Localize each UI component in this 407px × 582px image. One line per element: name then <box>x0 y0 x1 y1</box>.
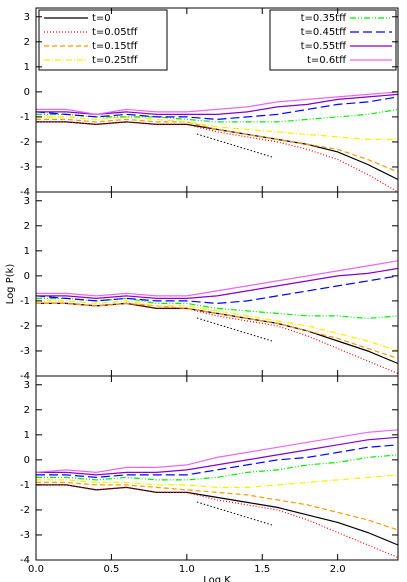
series-line <box>36 302 399 365</box>
x-tick-label: 1.5 <box>254 564 270 575</box>
legend-label: t=0.6tff <box>307 55 347 66</box>
series-line <box>36 484 399 546</box>
y-tick-label: -1 <box>20 480 30 491</box>
y-tick-label: 0 <box>24 455 30 466</box>
legend-label: t=0.05tff <box>92 27 138 38</box>
y-tick-label: -4 <box>20 371 30 382</box>
series-line <box>36 444 399 479</box>
slope-guide <box>196 317 273 342</box>
series-line <box>36 300 399 352</box>
series-line <box>35 429 399 474</box>
y-tick-label: -1 <box>20 296 30 307</box>
series-line <box>36 93 399 116</box>
y-tick-label: -3 <box>20 162 30 173</box>
x-tick-label: 0.0 <box>28 564 44 575</box>
y-tick-label: 2 <box>24 221 30 232</box>
legend-box <box>38 9 168 71</box>
x-tick-label: 0.5 <box>103 564 119 575</box>
series-line <box>36 436 399 476</box>
y-tick-label: -3 <box>20 346 30 357</box>
legend-box <box>269 9 397 71</box>
y-tick-label: -4 <box>20 187 30 198</box>
series-line <box>36 108 399 123</box>
y-tick-label: 2 <box>24 405 30 416</box>
series-line <box>36 116 398 140</box>
x-tick-label: 1.0 <box>179 564 195 575</box>
series-line <box>35 96 399 121</box>
y-tick-label: -2 <box>20 505 30 516</box>
slope-guide <box>196 501 273 526</box>
y-tick-label: -2 <box>20 137 30 148</box>
series-line <box>36 297 399 320</box>
y-tick-label: 3 <box>24 196 30 207</box>
y-tick-label: 0 <box>24 271 30 282</box>
legend-label: t=0.35tff <box>301 13 347 24</box>
y-tick-label: -2 <box>20 321 30 332</box>
y-tick-label: -1 <box>20 112 30 123</box>
y-tick-label: 0 <box>24 87 30 98</box>
series-line <box>36 91 399 116</box>
series-line <box>36 484 399 559</box>
y-axis-label: Log P(k) <box>5 264 16 305</box>
legend-label: t=0.55tff <box>301 41 347 52</box>
y-tick-label: 3 <box>24 380 30 391</box>
series-line <box>36 118 399 173</box>
y-tick-label: 2 <box>24 37 30 48</box>
series-line <box>36 121 399 181</box>
series-line <box>36 474 399 488</box>
series-line <box>36 260 399 297</box>
plot-frame <box>35 375 399 561</box>
y-tick-label: 3 <box>24 12 30 23</box>
series-line <box>35 275 399 305</box>
x-axis-label: Log K <box>203 575 231 582</box>
x-tick-label: 2.0 <box>330 564 346 575</box>
series-line <box>36 302 399 360</box>
y-tick-label: 1 <box>24 62 30 73</box>
legend-label: t=0.45tff <box>301 27 347 38</box>
series-line <box>36 121 399 193</box>
legend-label: t=0.25tff <box>92 55 138 66</box>
y-tick-label: -3 <box>20 530 30 541</box>
y-tick-label: 1 <box>24 430 30 441</box>
plot-frame <box>35 191 399 377</box>
slope-guide <box>196 133 273 158</box>
y-tick-label: -4 <box>20 555 30 566</box>
legend-label: t=0.15tff <box>92 41 138 52</box>
series-line <box>36 454 399 481</box>
legend-label: t=0 <box>92 13 111 24</box>
y-tick-label: 1 <box>24 246 30 257</box>
series-line <box>36 481 399 531</box>
series-line <box>36 267 399 300</box>
